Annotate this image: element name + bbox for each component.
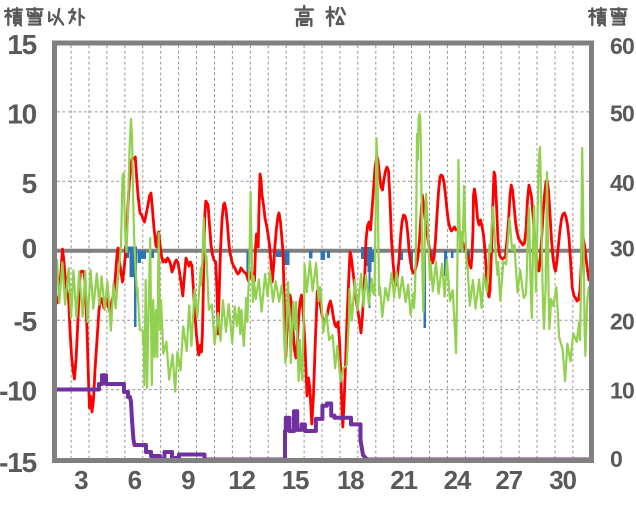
svg-text:-15: -15 bbox=[0, 447, 37, 478]
svg-text:20: 20 bbox=[610, 308, 634, 334]
svg-text:18: 18 bbox=[337, 465, 364, 495]
svg-text:30: 30 bbox=[549, 465, 576, 495]
svg-text:0: 0 bbox=[22, 233, 37, 264]
svg-text:15: 15 bbox=[7, 29, 36, 60]
svg-text:24: 24 bbox=[444, 465, 472, 495]
svg-text:6: 6 bbox=[128, 465, 142, 495]
svg-text:21: 21 bbox=[390, 465, 417, 495]
svg-text:3: 3 bbox=[74, 465, 88, 495]
svg-text:27: 27 bbox=[495, 465, 522, 495]
svg-text:40: 40 bbox=[610, 170, 634, 196]
svg-text:9: 9 bbox=[181, 465, 195, 495]
svg-text:-10: -10 bbox=[0, 376, 37, 407]
svg-text:-5: -5 bbox=[14, 306, 37, 337]
svg-text:0: 0 bbox=[610, 446, 622, 472]
svg-text:10: 10 bbox=[610, 378, 634, 404]
svg-text:12: 12 bbox=[228, 465, 255, 495]
svg-text:60: 60 bbox=[610, 33, 634, 59]
svg-text:15: 15 bbox=[282, 465, 309, 495]
svg-text:30: 30 bbox=[610, 235, 634, 261]
svg-text:5: 5 bbox=[22, 168, 37, 199]
svg-text:10: 10 bbox=[7, 99, 36, 130]
svg-text:50: 50 bbox=[610, 101, 634, 127]
